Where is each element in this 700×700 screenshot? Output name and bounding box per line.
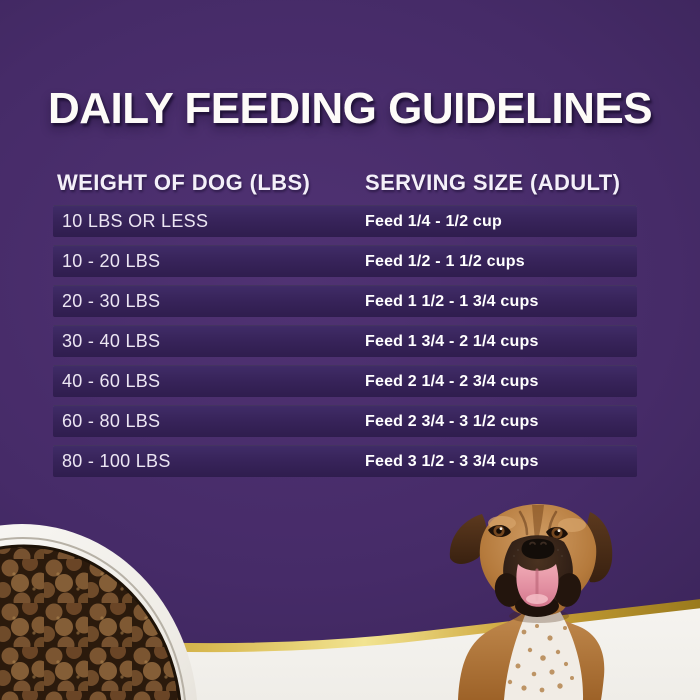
boxer-dog-image [449, 504, 613, 700]
table-header-row: WEIGHT OF DOG (LBS) SERVING SIZE (ADULT) [53, 170, 637, 196]
feeding-table: WEIGHT OF DOG (LBS) SERVING SIZE (ADULT)… [53, 170, 637, 485]
weight-cell: 20 - 30 LBS [62, 291, 161, 311]
serving-column-header: SERVING SIZE (ADULT) [365, 170, 621, 195]
page-title: DAILY FEEDING GUIDELINES [47, 84, 653, 133]
serving-cell: Feed 1 3/4 - 2 1/4 cups [365, 332, 539, 350]
kibble-bowl-image [0, 524, 198, 700]
weight-cell: 80 - 100 LBS [62, 451, 171, 471]
weight-column-header: WEIGHT OF DOG (LBS) [57, 170, 311, 195]
weight-cell: 10 LBS OR LESS [62, 211, 209, 231]
table-row: 20 - 30 LBS Feed 1 1/2 - 1 3/4 cups [53, 285, 637, 317]
weight-cell: 10 - 20 LBS [62, 251, 161, 271]
weight-cell: 60 - 80 LBS [62, 411, 161, 431]
table-row: 60 - 80 LBS Feed 2 3/4 - 3 1/2 cups [53, 405, 637, 437]
table-row: 40 - 60 LBS Feed 2 1/4 - 2 3/4 cups [53, 365, 637, 397]
serving-cell: Feed 2 1/4 - 2 3/4 cups [365, 372, 539, 390]
table-row: 10 - 20 LBS Feed 1/2 - 1 1/2 cups [53, 245, 637, 277]
table-row: 30 - 40 LBS Feed 1 3/4 - 2 1/4 cups [53, 325, 637, 357]
weight-cell: 30 - 40 LBS [62, 331, 161, 351]
serving-cell: Feed 1 1/2 - 1 3/4 cups [365, 292, 539, 310]
serving-cell: Feed 1/4 - 1/2 cup [365, 212, 502, 230]
serving-cell: Feed 1/2 - 1 1/2 cups [365, 252, 525, 270]
serving-cell: Feed 3 1/2 - 3 3/4 cups [365, 452, 539, 470]
table-row: 80 - 100 LBS Feed 3 1/2 - 3 3/4 cups [53, 445, 637, 477]
serving-cell: Feed 2 3/4 - 3 1/2 cups [365, 412, 539, 430]
weight-cell: 40 - 60 LBS [62, 371, 161, 391]
table-row: 10 LBS OR LESS Feed 1/4 - 1/2 cup [53, 205, 637, 237]
